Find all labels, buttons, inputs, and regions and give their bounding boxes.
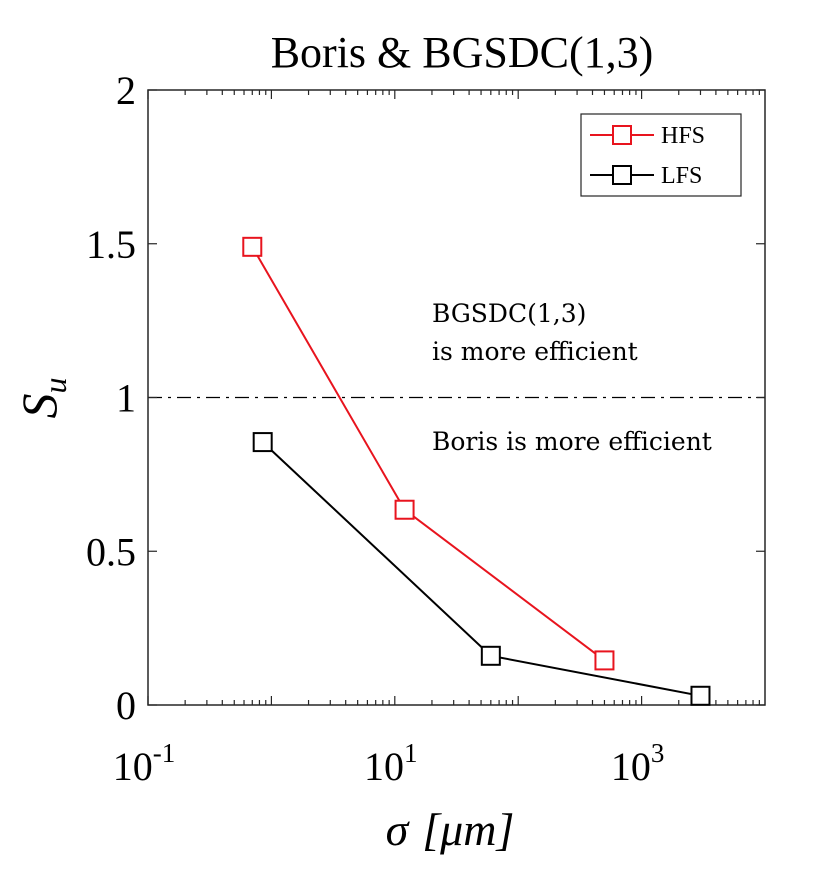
svg-text:Su: Su [11,378,73,419]
y-axis-symbol: S [11,394,67,419]
chart-title: Boris & BGSDC(1,3) [271,28,654,77]
legend-lfs-label: LFS [661,163,702,189]
annotation-boris: Boris is more efficient [432,427,712,456]
x-tick-base: 10 [364,744,404,789]
x-tick-label: 103 [611,738,665,789]
series-hfs [242,236,615,671]
x-tick-exponent: 3 [651,738,665,768]
series-layer [242,236,711,706]
x-axis-unit: [μm] [422,804,514,855]
y-tick-label: 0.5 [86,529,136,574]
x-axis-symbol: σ [386,804,411,855]
x-tick-base: 10 [611,744,651,789]
data-point-lfs [252,432,273,453]
legend-hfs-label: HFS [661,123,705,149]
y-axis: 0 0.5 1 1.5 2 [86,68,765,728]
legend-box [580,113,742,197]
y-tick-label: 0 [116,683,136,728]
y-tick-label: 2 [116,68,136,113]
y-tick-label: 1 [116,376,136,421]
x-axis: 10-1 101 103 [113,90,760,789]
data-point-lfs [690,685,711,706]
legend: HFS LFS [580,113,742,197]
data-point-hfs [394,499,415,520]
legend-hfs-marker [612,125,632,145]
annotation-bgsdc: BGSDC(1,3) [432,299,586,328]
x-tick-base: 10 [113,744,153,789]
y-axis-subscript: u [37,378,73,394]
x-tick-label: 10-1 [113,738,176,789]
y-axis-label: Su [11,378,73,419]
data-point-hfs [594,650,615,671]
x-tick-label: 101 [364,738,418,789]
x-axis-label: σ [μm] [386,804,515,855]
series-lfs [252,432,711,706]
data-point-hfs [242,236,263,257]
y-tick-label: 1.5 [86,222,136,267]
data-point-lfs [480,645,501,666]
x-tick-exponent: 1 [404,738,418,768]
annotation-more-efficient: is more efficient [432,337,638,366]
legend-lfs-marker [612,165,632,185]
x-tick-exponent: -1 [153,738,176,768]
